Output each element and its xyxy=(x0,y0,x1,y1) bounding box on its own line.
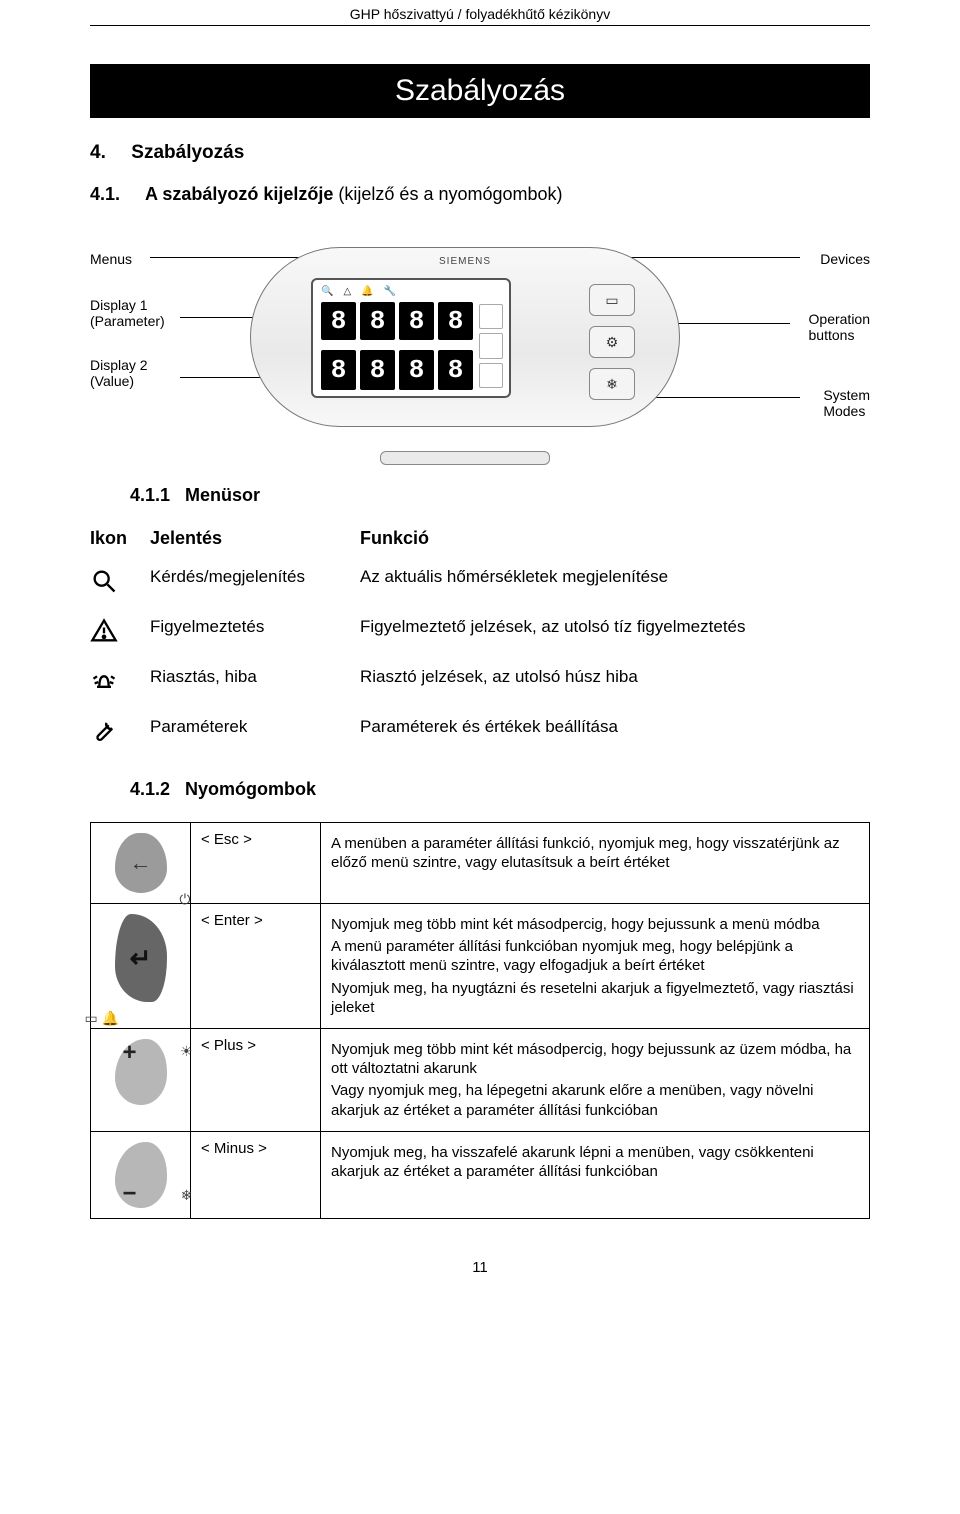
t412-r0-d0: A menüben a paraméter állítási funkció, … xyxy=(331,834,859,872)
lcd-row-2: 8888 xyxy=(321,350,473,390)
t412-row-minus: ❄ < Minus > Nyomjuk meg, ha visszafelé a… xyxy=(91,1131,870,1218)
sub412-num: 4.1.2 xyxy=(130,779,180,800)
t412-row-esc: ⏻ < Esc > A menüben a paraméter állítási… xyxy=(91,823,870,904)
t412-r2-d0: Nyomjuk meg több mint két másodpercig, h… xyxy=(331,1040,859,1078)
t412-r3-d0: Nyomjuk meg, ha visszafelé akarunk lépni… xyxy=(331,1143,859,1181)
t412-row-enter: ▭ 🔔 < Enter > Nyomjuk meg több mint két … xyxy=(91,904,870,1029)
diag-label-sysmodes: System Modes xyxy=(823,387,870,419)
lcd-top-icons: 🔍△🔔🔧 xyxy=(321,286,396,297)
panel-buttons: ▭ ⚙ ❄ xyxy=(589,284,635,400)
t411-r2-meaning: Riasztás, hiba xyxy=(150,667,360,699)
doc-header: GHP hőszivattyú / folyadékhűtő kézikönyv xyxy=(90,0,870,26)
panel-stub xyxy=(380,451,550,465)
subsection-4-1-2: 4.1.2 Nyomógombok xyxy=(130,779,870,800)
diag-label-display2: Display 2 (Value) xyxy=(90,357,148,389)
sub41-bold: A szabályozó kijelzője xyxy=(145,184,333,204)
t412-r1-key: < Enter > xyxy=(191,904,321,1029)
t412-row-plus: ☀ < Plus > Nyomjuk meg több mint két más… xyxy=(91,1028,870,1131)
t412-r3-key: < Minus > xyxy=(191,1131,321,1218)
t411-r0-func: Az aktuális hőmérsékletek megjelenítése xyxy=(360,567,870,599)
t411-h-func: Funkció xyxy=(360,528,870,549)
t412-r0-key: < Esc > xyxy=(191,823,321,904)
sub41-num: 4.1. xyxy=(90,184,140,205)
lcd-screen: 🔍△🔔🔧 8888 8888 xyxy=(311,278,511,398)
table-412: ⏻ < Esc > A menüben a paraméter állítási… xyxy=(90,822,870,1219)
sub411-title: Menüsor xyxy=(185,485,260,505)
panel-btn-1[interactable]: ▭ xyxy=(589,284,635,316)
esc-button-icon: ⏻ xyxy=(91,823,191,904)
t412-r2-key: < Plus > xyxy=(191,1028,321,1131)
enter-button-icon: ▭ 🔔 xyxy=(91,904,191,1029)
diag-label-menus: Menus xyxy=(90,251,132,267)
section-title-text: Szabályozás xyxy=(131,142,244,163)
lcd-side-icons xyxy=(479,304,503,388)
t411-r3-func: Paraméterek és értékek beállítása xyxy=(360,717,870,749)
t411-r0-meaning: Kérdés/megjelenítés xyxy=(150,567,360,599)
warning-icon xyxy=(90,617,150,649)
t411-r1-func: Figyelmeztető jelzések, az utolsó tíz fi… xyxy=(360,617,870,649)
subsection-4-1-1: 4.1.1 Menüsor xyxy=(130,485,870,506)
wrench-icon xyxy=(90,717,150,749)
t412-r1-d2: Nyomjuk meg, ha nyugtázni és resetelni a… xyxy=(331,979,859,1017)
t411-h-icon: Ikon xyxy=(90,528,150,549)
t411-r3-meaning: Paraméterek xyxy=(150,717,360,749)
t412-r2-desc: Nyomjuk meg több mint két másodpercig, h… xyxy=(321,1028,870,1131)
sub412-title: Nyomógombok xyxy=(185,779,316,799)
diag-label-opbuttons: Operation buttons xyxy=(809,311,870,343)
panel-btn-2[interactable]: ⚙ xyxy=(589,326,635,358)
search-icon xyxy=(90,567,150,599)
table-411: Ikon Jelentés Funkció Kérdés/megjeleníté… xyxy=(90,528,870,749)
page-number: 11 xyxy=(90,1259,870,1276)
panel-btn-3[interactable]: ❄ xyxy=(589,368,635,400)
t411-r1-meaning: Figyelmeztetés xyxy=(150,617,360,649)
t412-r1-d0: Nyomjuk meg több mint két másodpercig, h… xyxy=(331,915,859,934)
t411-h-meaning: Jelentés xyxy=(150,528,360,549)
diag-label-display1: Display 1 (Parameter) xyxy=(90,297,165,329)
minus-button-icon: ❄ xyxy=(91,1131,191,1218)
t412-r1-desc: Nyomjuk meg több mint két másodpercig, h… xyxy=(321,904,870,1029)
t412-r1-d1: A menü paraméter állítási funkcióban nyo… xyxy=(331,937,859,975)
section-banner: Szabályozás xyxy=(90,64,870,118)
t412-r0-desc: A menüben a paraméter állítási funkció, … xyxy=(321,823,870,904)
t412-r2-d1: Vagy nyomjuk meg, ha lépegetni akarunk e… xyxy=(331,1081,859,1119)
sub41-rest: (kijelző és a nyomógombok) xyxy=(333,184,562,204)
t411-r2-func: Riasztó jelzések, az utolsó húsz hiba xyxy=(360,667,870,699)
section-num: 4. xyxy=(90,142,126,164)
plus-button-icon: ☀ xyxy=(91,1028,191,1131)
controller-panel: SIEMENS 🔍△🔔🔧 8888 8888 ▭ ⚙ ❄ xyxy=(250,247,680,427)
diag-label-devices: Devices xyxy=(820,251,870,267)
brand-label: SIEMENS xyxy=(439,256,491,267)
t412-r3-desc: Nyomjuk meg, ha visszafelé akarunk lépni… xyxy=(321,1131,870,1218)
controller-diagram: Menus Display 1 (Parameter) Display 2 (V… xyxy=(90,227,870,457)
lcd-row-1: 8888 xyxy=(321,302,473,340)
sub411-num: 4.1.1 xyxy=(130,485,180,506)
alarm-bell-icon xyxy=(90,667,150,699)
subsection-4-1: 4.1. A szabályozó kijelzője (kijelző és … xyxy=(90,184,870,205)
section-4-title: 4. Szabályozás xyxy=(90,142,870,164)
